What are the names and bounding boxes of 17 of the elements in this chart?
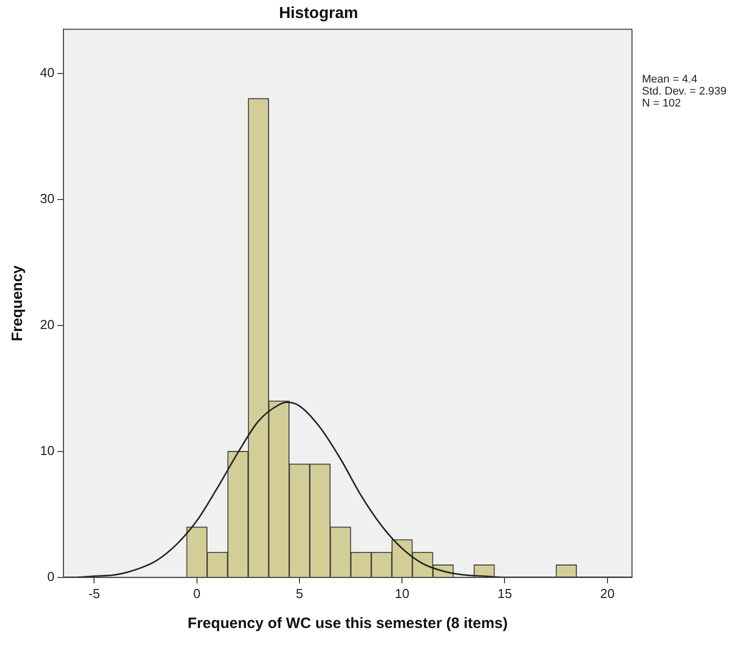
y-tick-label: 30 — [40, 190, 54, 206]
x-tick-label: 5 — [296, 586, 304, 601]
text: Std. Dev. = 2.939 — [642, 86, 726, 98]
y-tick-label: 0 — [47, 568, 54, 584]
chart-title: Histogram — [278, 5, 358, 22]
text: Mean = 4.4 — [642, 74, 698, 86]
y-tick-label: 40 — [40, 64, 54, 80]
text: N = 102 — [642, 98, 681, 110]
x-tick-label: 20 — [600, 586, 615, 601]
x-tick-label: 10 — [394, 586, 410, 601]
x-tick-label: 0 — [193, 586, 200, 601]
x-tick-label: -5 — [88, 586, 100, 601]
y-tick-label: 10 — [40, 442, 54, 458]
x-axis-title: Frequency of WC use this semester (8 items) — [188, 615, 508, 632]
x-tick-label: 15 — [498, 586, 512, 601]
y-axis-title: Frequency — [9, 264, 26, 342]
y-tick-label: 20 — [40, 316, 54, 332]
